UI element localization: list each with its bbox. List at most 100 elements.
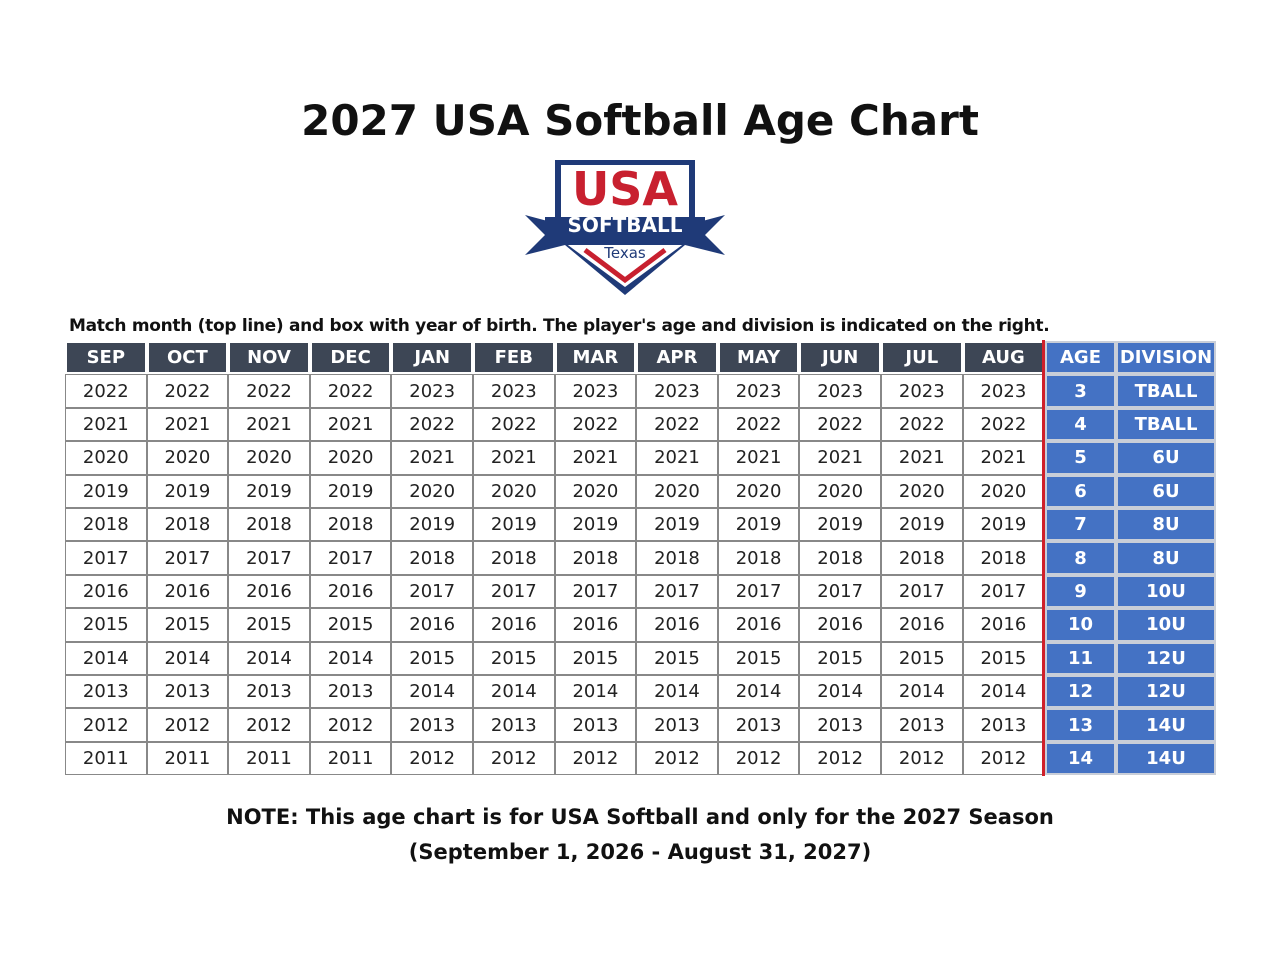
year-cell: 2011 [146,741,229,776]
age-cell: 5 [1045,441,1116,475]
year-cell: 2011 [309,741,392,776]
header-cell: MAR [554,341,637,375]
year-cell: 2015 [881,641,963,675]
year-cell: 2012 [146,708,229,742]
year-cell: 2020 [881,474,963,508]
year-cell: 2015 [391,641,473,675]
header-cell: JUL [881,341,963,375]
age-cell: 7 [1045,508,1116,542]
year-cell: 2020 [799,474,881,508]
year-cell: 2018 [309,508,392,542]
year-cell: 2017 [717,574,800,609]
logo-usa: USA [572,162,678,216]
division-cell: 6U [1116,441,1216,475]
division-cell: 8U [1116,508,1216,542]
year-cell: 2014 [65,641,147,675]
header-cell: JUN [799,341,881,375]
year-cell: 2015 [309,608,392,642]
year-cell: 2021 [146,407,229,442]
year-cell: 2014 [962,675,1045,709]
year-cell: 2020 [717,474,800,508]
year-cell: 2020 [146,441,229,475]
logo-texas: Texas [603,244,646,262]
year-cell: 2023 [636,374,718,408]
year-cell: 2016 [65,574,147,609]
instruction: Match month (top line) and box with year… [69,316,1050,336]
year-cell: 2019 [65,474,147,508]
year-cell: 2020 [473,474,555,508]
year-cell: 2014 [554,675,637,709]
header-cell: NOV [228,341,310,375]
year-cell: 2023 [473,374,555,408]
year-cell: 2019 [717,508,800,542]
year-cell: 2023 [962,374,1045,408]
age-cell: 6 [1045,474,1116,508]
year-cell: 2018 [391,541,473,575]
year-cell: 2012 [636,741,718,776]
year-cell: 2021 [554,441,637,475]
header-cell: FEB [473,341,555,375]
note-line: (September 1, 2026 - August 31, 2027) [408,840,872,864]
year-cell: 2012 [65,708,147,742]
year-cell: 2017 [309,541,392,575]
year-cell: 2018 [636,541,718,575]
year-cell: 2018 [146,508,229,542]
header-cell: AGE [1045,341,1116,375]
year-cell: 2015 [146,608,229,642]
division-cell: 12U [1116,675,1216,709]
year-cell: 2022 [146,374,229,408]
year-cell: 2014 [391,675,473,709]
year-cell: 2021 [636,441,718,475]
year-cell: 2019 [636,508,718,542]
division-cell: 10U [1116,608,1216,642]
age-cell: 12 [1045,675,1116,709]
year-cell: 2012 [228,708,310,742]
year-cell: 2011 [65,741,147,776]
age-cell: 11 [1045,641,1116,675]
year-cell: 2015 [65,608,147,642]
note-line: NOTE: This age chart is for USA Softball… [226,805,1054,829]
year-cell: 2014 [717,675,800,709]
year-cell: 2016 [391,608,473,642]
year-cell: 2012 [309,708,392,742]
year-cell: 2012 [717,741,800,776]
age-cell: 14 [1045,741,1116,776]
year-cell: 2012 [391,741,473,776]
year-cell: 2013 [228,675,310,709]
year-cell: 2016 [554,608,637,642]
year-cell: 2013 [799,708,881,742]
year-cell: 2023 [881,374,963,408]
division-cell: 10U [1116,574,1216,609]
year-cell: 2020 [391,474,473,508]
year-cell: 2014 [228,641,310,675]
year-cell: 2022 [554,407,637,442]
division-cell: 8U [1116,541,1216,575]
title: 2027 USA Softball Age Chart [301,96,979,145]
age-cell: 4 [1045,407,1116,442]
year-cell: 2019 [228,474,310,508]
year-cell: 2013 [146,675,229,709]
year-cell: 2012 [473,741,555,776]
year-cell: 2018 [962,541,1045,575]
year-cell: 2019 [554,508,637,542]
year-cell: 2021 [65,407,147,442]
age-cell: 8 [1045,541,1116,575]
year-cell: 2018 [473,541,555,575]
year-cell: 2013 [881,708,963,742]
year-cell: 2017 [391,574,473,609]
year-cell: 2020 [309,441,392,475]
year-cell: 2015 [228,608,310,642]
year-cell: 2020 [636,474,718,508]
year-cell: 2022 [65,374,147,408]
year-cell: 2019 [473,508,555,542]
year-cell: 2012 [799,741,881,776]
year-cell: 2021 [962,441,1045,475]
year-cell: 2015 [962,641,1045,675]
year-cell: 2016 [962,608,1045,642]
year-cell: 2018 [799,541,881,575]
year-cell: 2019 [146,474,229,508]
year-cell: 2016 [881,608,963,642]
year-cell: 2021 [391,441,473,475]
year-cell: 2013 [636,708,718,742]
